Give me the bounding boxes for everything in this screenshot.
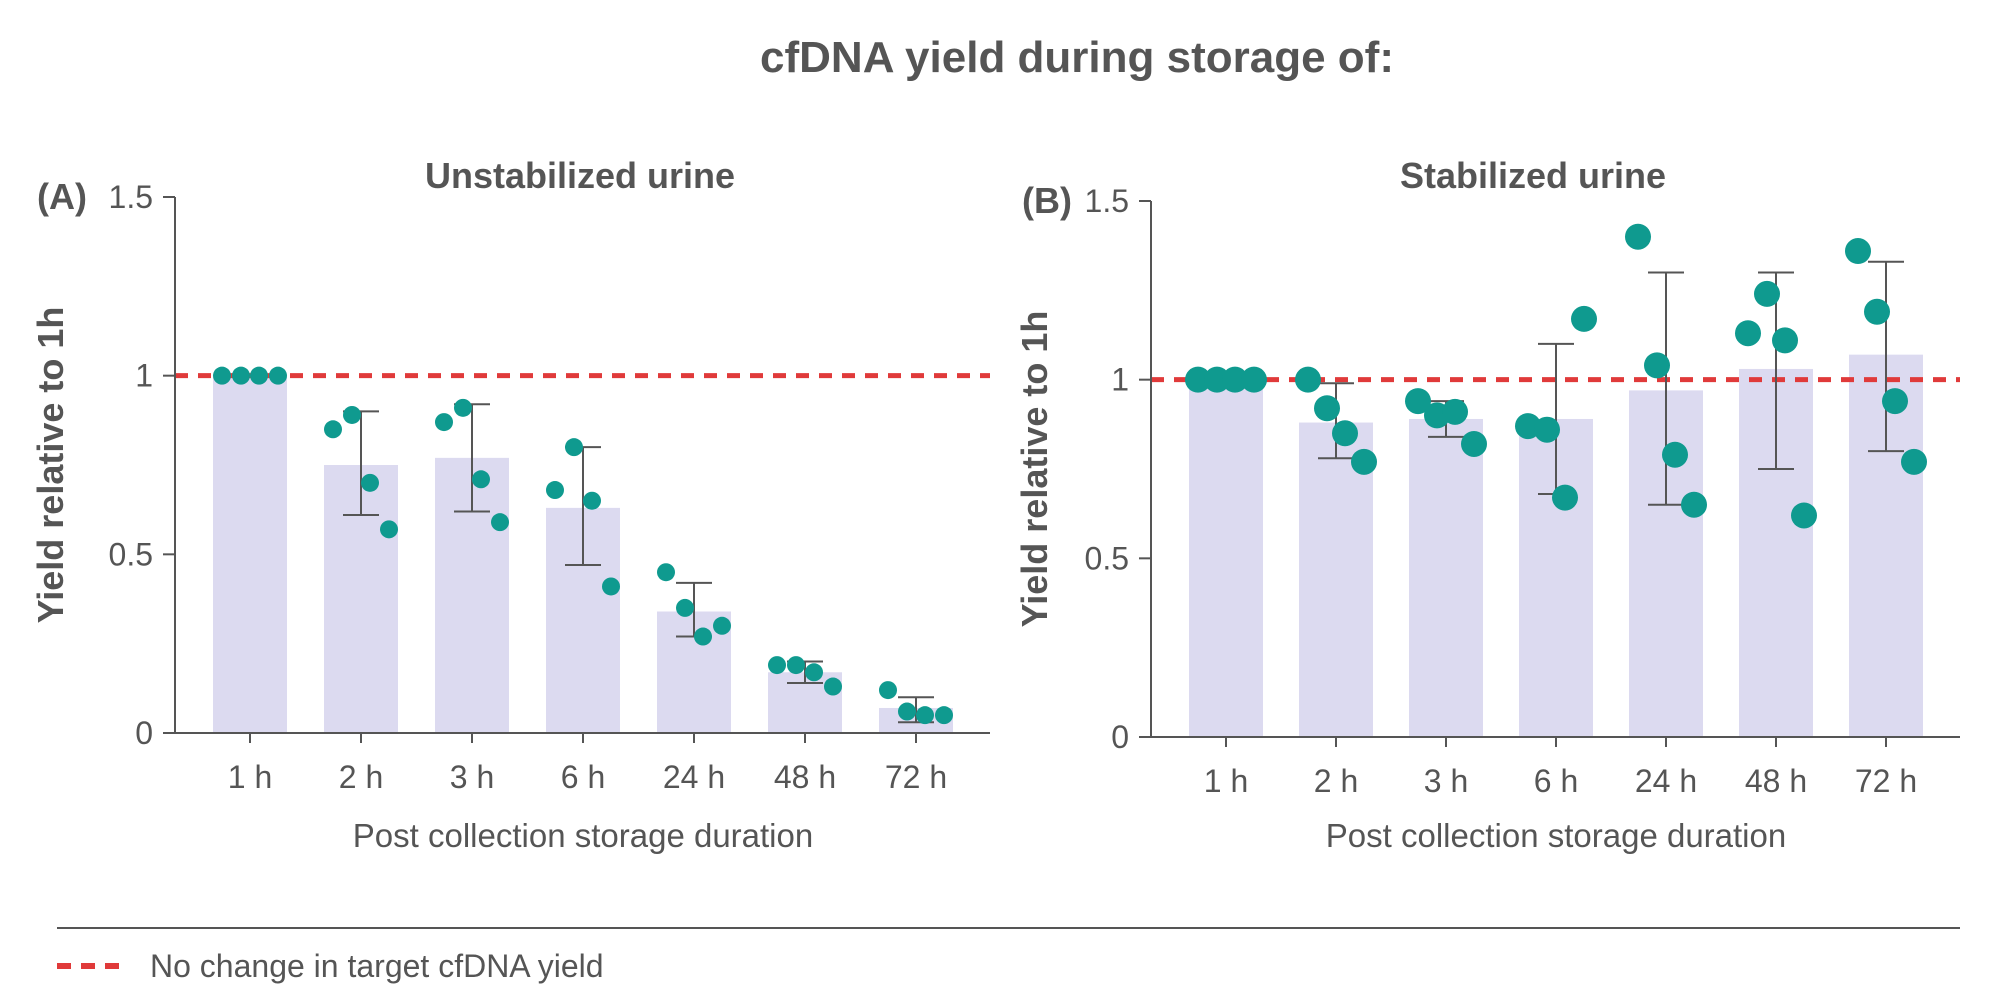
x-tick-label: 2 h (1314, 763, 1358, 799)
data-point (824, 677, 842, 696)
x-tick-label: 6 h (1534, 763, 1578, 799)
x-tick-label: 6 h (561, 759, 605, 795)
data-point (713, 616, 731, 635)
data-point (1845, 238, 1871, 265)
data-point (232, 366, 250, 385)
data-point (1754, 280, 1780, 307)
y-axis-label: Yield relative to 1h (30, 307, 71, 624)
data-point (916, 706, 934, 725)
data-point (472, 470, 490, 489)
data-point (694, 627, 712, 646)
data-point (805, 663, 823, 682)
data-point (1864, 298, 1890, 325)
bar-3h (1409, 418, 1483, 737)
figure-title: cfDNA yield during storage of: (760, 33, 1394, 82)
data-point (380, 520, 398, 539)
bar-2h (1299, 422, 1373, 737)
data-point (1461, 430, 1487, 457)
y-tick-label: 0.5 (1085, 540, 1129, 576)
panel-title: Stabilized urine (1400, 155, 1666, 196)
y-axis-label: Yield relative to 1h (1014, 311, 1055, 628)
data-point (343, 405, 361, 424)
x-tick-label: 24 h (663, 759, 725, 795)
data-point (1662, 441, 1688, 468)
legend-label: No change in target cfDNA yield (150, 948, 604, 984)
data-point (1791, 502, 1817, 529)
y-tick-label: 1.5 (1085, 183, 1129, 219)
y-tick-label: 0 (135, 715, 153, 751)
data-point (1314, 395, 1340, 422)
data-point (768, 656, 786, 675)
data-point (787, 656, 805, 675)
data-point (213, 366, 231, 385)
x-tick-label: 48 h (774, 759, 836, 795)
data-point (1405, 388, 1431, 415)
x-tick-label: 2 h (339, 759, 383, 795)
x-tick-label: 72 h (885, 759, 947, 795)
data-point (879, 681, 897, 700)
y-tick-label: 1.5 (109, 179, 153, 215)
y-tick-label: 0 (1111, 719, 1129, 755)
data-point (1571, 305, 1597, 332)
y-tick-label: 1 (1111, 362, 1129, 398)
panel-title: Unstabilized urine (425, 155, 735, 196)
bar-1h (1189, 379, 1263, 737)
x-tick-label: 1 h (1204, 763, 1248, 799)
data-point (435, 413, 453, 432)
data-point (1295, 366, 1321, 393)
data-point (250, 366, 268, 385)
data-point (1185, 366, 1211, 393)
data-point (1351, 448, 1377, 475)
data-point (1735, 320, 1761, 347)
data-point (602, 577, 620, 596)
data-point (1772, 327, 1798, 354)
data-point (898, 702, 916, 721)
panel-b: (B) Stabilized urine Yield relative to 1h 0… (1014, 155, 1960, 854)
data-point (1442, 398, 1468, 425)
x-tick-label: 3 h (450, 759, 494, 795)
data-point (546, 481, 564, 500)
data-point (565, 438, 583, 457)
data-point (1681, 491, 1707, 518)
data-point (491, 513, 509, 532)
x-tick-label: 1 h (228, 759, 272, 795)
data-point (1644, 352, 1670, 379)
data-point (657, 563, 675, 582)
data-point (1241, 366, 1267, 393)
data-point (583, 491, 601, 510)
data-point (1552, 484, 1578, 511)
x-tick-label: 72 h (1855, 763, 1917, 799)
data-point (269, 366, 287, 385)
x-tick-label: 3 h (1424, 763, 1468, 799)
x-axis-label: Post collection storage duration (353, 817, 813, 854)
panel-label: (A) (37, 176, 87, 217)
data-point (324, 420, 342, 439)
x-tick-label: 48 h (1745, 763, 1807, 799)
x-tick-label: 24 h (1635, 763, 1697, 799)
data-point (1534, 416, 1560, 443)
data-point (1882, 388, 1908, 415)
data-point (454, 398, 472, 417)
panel-label: (B) (1022, 180, 1072, 221)
y-tick-label: 0.5 (109, 536, 153, 572)
data-point (1204, 366, 1230, 393)
data-point (361, 473, 379, 492)
data-point (1222, 366, 1248, 393)
data-point (1332, 420, 1358, 447)
x-axis-label: Post collection storage duration (1326, 817, 1786, 854)
data-point (676, 598, 694, 617)
data-point (935, 706, 953, 725)
data-point (1625, 223, 1651, 250)
y-tick-label: 1 (135, 358, 153, 394)
data-point (1901, 448, 1927, 475)
bar-1h (213, 375, 287, 733)
panel-a: (A) Unstabilized urine Yield relative to 1… (30, 155, 990, 854)
